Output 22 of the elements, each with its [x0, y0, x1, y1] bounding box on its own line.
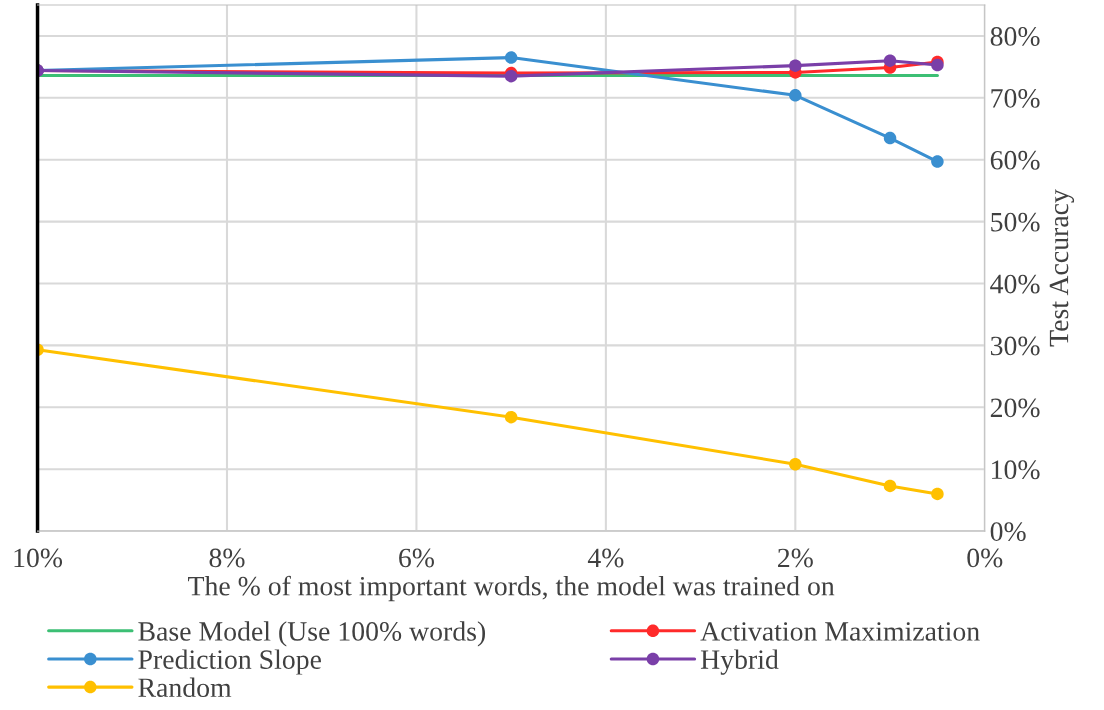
y-tick-label: 20% — [990, 398, 1040, 418]
x-axis-title: The % of most important words, the model was trained on — [188, 575, 835, 602]
x-tick-label: 6% — [399, 548, 434, 568]
y-tick-label: 0% — [990, 522, 1026, 542]
y-axis-title: Test Accuracy — [1049, 189, 1075, 347]
y-tick-label: 10% — [992, 460, 1040, 480]
x-tick-label: 0% — [967, 548, 1003, 568]
legend-label: Prediction Slope — [138, 649, 321, 675]
y-tick-label: 40% — [990, 274, 1040, 294]
y-tick-label: 60% — [990, 150, 1040, 170]
legend-label: Base Model (Use 100% words) — [138, 621, 486, 647]
y-tick-label: 30% — [990, 336, 1040, 356]
x-tick-label: 2% — [778, 548, 813, 568]
x-tick-label: 4% — [587, 548, 624, 568]
legend-label: Hybrid — [700, 649, 779, 675]
y-tick-label: 70% — [991, 88, 1040, 108]
legend-label: Activation Maximization — [700, 622, 980, 641]
y-tick-label: 50% — [991, 212, 1040, 232]
legend-label: Random — [138, 677, 232, 698]
x-tick-label: 8% — [209, 548, 245, 568]
x-tick-label: 10% — [14, 548, 63, 568]
y-tick-label: 80% — [990, 27, 1040, 46]
